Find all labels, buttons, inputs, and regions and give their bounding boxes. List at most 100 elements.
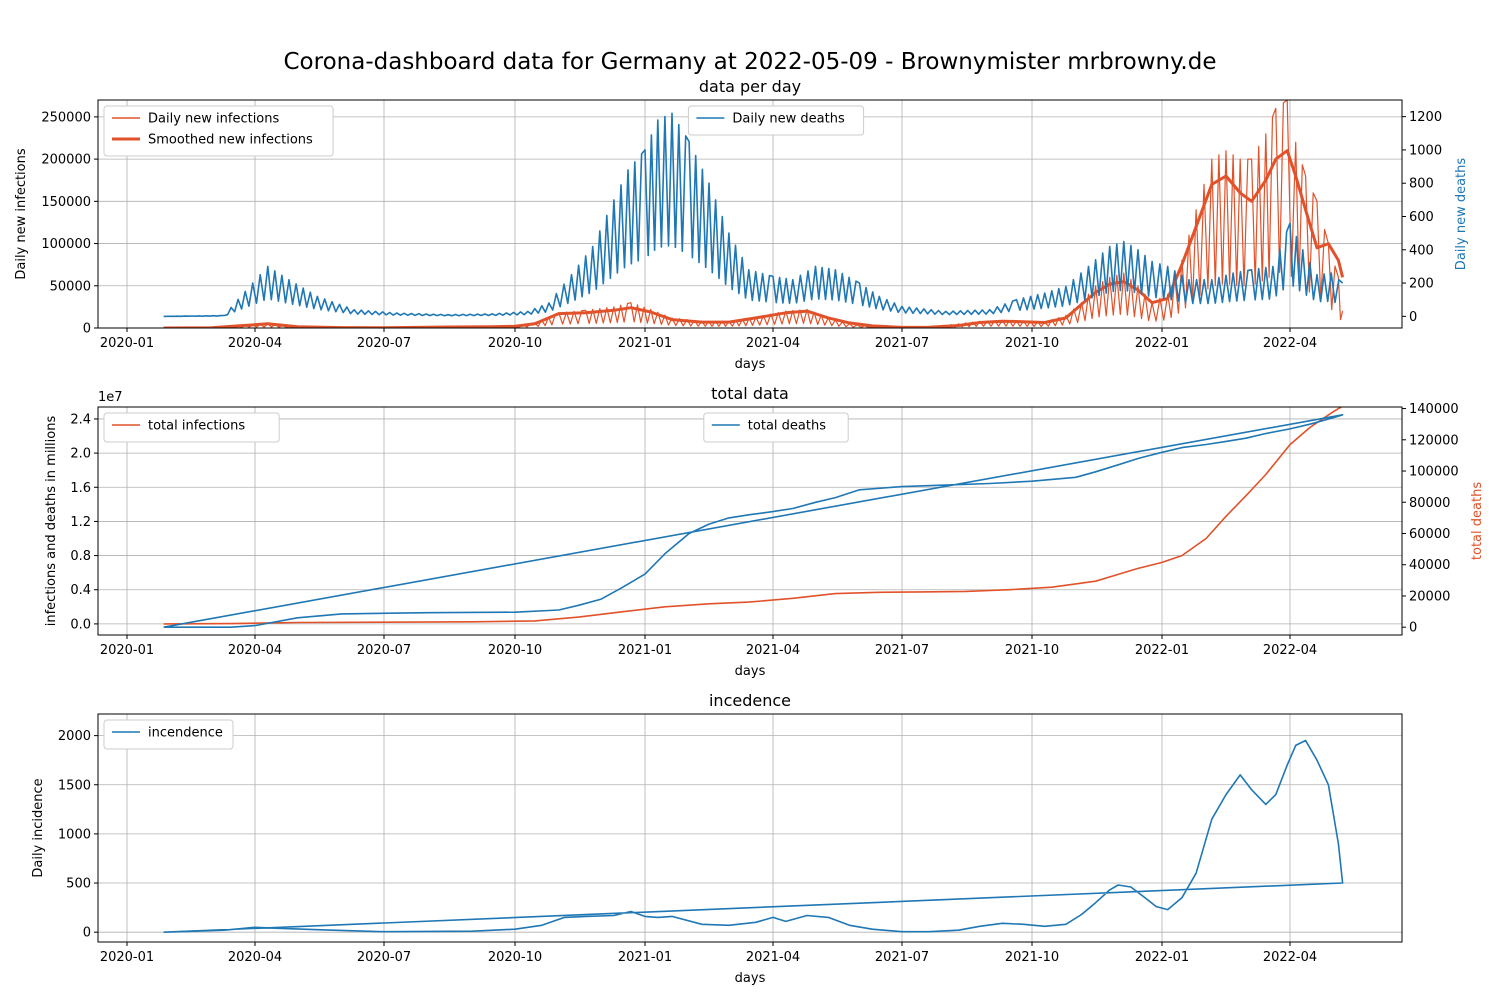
x-tick-label: 2020-07 [357,950,411,965]
chart-panel-2: 2020-01 2020-04 2020-07 2020-10 2021-01 2021-… [44,384,1485,679]
series-group [163,739,1344,933]
x-tick-label: 2020-04 [228,950,282,965]
panel-title: data per day [699,77,801,96]
x-axis-label: days [735,357,766,372]
legend-upper-center: total deaths [703,412,849,443]
y-tick-label: 0.4 [70,583,91,598]
legend-entry: Smoothed new infections [148,133,313,148]
figure-suptitle: Corona-dashboard data for Germany at 202… [284,49,1217,75]
y-tick-label: 0.8 [70,549,91,564]
x-tick-label: 2021-07 [875,643,929,658]
series-line-total-infections [163,407,1343,625]
x-tick-label: 2021-01 [618,950,672,965]
legend-entry: total infections [148,419,245,434]
y-tick-label: 1.2 [70,515,91,530]
y-right-tick-label: 1200 [1409,110,1442,125]
y-tick-label: 1500 [58,778,91,793]
x-tick-label: 2022-01 [1135,643,1189,658]
y-right-tick-label: 0 [1409,621,1417,636]
y-right-tick-label: 40000 [1409,558,1450,573]
x-tick-label: 2021-01 [618,336,672,351]
x-tick-label: 2020-10 [488,950,542,965]
x-tick-label: 2022-04 [1263,950,1317,965]
y-right-tick-label: 20000 [1409,589,1450,604]
x-tick-label: 2021-10 [1005,336,1059,351]
y-tick-label: 100000 [41,237,91,252]
y-axis-label: Daily incidence [31,778,46,877]
legend-upper-center: Daily new deaths [687,105,865,136]
legend-entry: Daily new infections [148,112,280,127]
x-tick-label: 2022-04 [1263,336,1317,351]
series-line-daily-new-deaths [163,112,1344,318]
x-tick-label: 2020-04 [228,336,282,351]
plot-frame [97,713,1403,943]
x-tick-label: 2020-01 [100,336,154,351]
x-tick-label: 2021-01 [618,643,672,658]
y-right-tick-label: 0 [1409,310,1417,325]
x-axis-label: days [735,971,766,986]
y-tick-label: 1.6 [70,481,91,496]
panel-title: incedence [709,691,791,710]
legend-box [103,412,280,443]
x-tick-label: 2020-01 [100,643,154,658]
x-tick-label: 2021-04 [746,950,800,965]
y-tick-label: 150000 [41,195,91,210]
x-tick-label: 2020-07 [357,336,411,351]
y-right-tick-label: 200 [1409,277,1434,292]
x-tick-label: 2022-01 [1135,950,1189,965]
x-tick-label: 2020-04 [228,643,282,658]
series-group [163,407,1344,629]
y-tick-label: 2.4 [70,412,91,427]
y-right-tick-label: 120000 [1409,433,1459,448]
y-right-tick-label: 140000 [1409,402,1459,417]
chart-panel-3: 2020-01 2020-04 2020-07 2020-10 2021-01 2021-… [31,691,1403,986]
y-tick-label: 0.0 [70,617,91,632]
legend-entry: Daily new deaths [732,112,845,127]
y-tick-label: 2.0 [70,447,91,462]
y-right-axis-label: Daily new deaths [1454,158,1469,271]
legend-upper-left: total infections [103,412,280,443]
y-tick-label: 1000 [58,827,91,842]
y-tick-label: 250000 [41,110,91,125]
y-axis-label: infections and deaths in millions [44,416,59,627]
y-right-tick-label: 80000 [1409,496,1450,511]
x-tick-label: 2020-10 [488,336,542,351]
x-tick-label: 2022-04 [1263,643,1317,658]
y-right-tick-label: 100000 [1409,465,1459,480]
y-offset-text: 1e7 [98,390,123,405]
x-tick-label: 2021-04 [746,643,800,658]
legend-entry: total deaths [748,419,826,434]
legend-box [103,719,234,750]
x-tick-label: 2021-07 [875,950,929,965]
y-right-tick-label: 1000 [1409,143,1442,158]
panel-title: total data [711,384,789,403]
x-tick-label: 2020-07 [357,643,411,658]
legend-entry: incendence [148,726,223,741]
series-line-total-deaths [163,413,1344,629]
y-tick-label: 500 [66,877,91,892]
plot-frame [97,406,1403,636]
y-right-tick-label: 60000 [1409,527,1450,542]
series-line-incendence [163,739,1344,933]
x-axis-label: days [735,664,766,679]
series-line-smoothed-new-infections [163,149,1345,328]
x-tick-label: 2021-07 [875,336,929,351]
y-right-axis-label: total deaths [1470,482,1485,560]
legend-box [703,412,849,443]
legend-upper-left: incendence [103,719,234,750]
y-tick-label: 50000 [50,279,91,294]
legend-box [103,105,334,157]
x-tick-label: 2020-01 [100,950,154,965]
y-right-tick-label: 400 [1409,243,1434,258]
y-tick-label: 0 [83,322,91,337]
legend-upper-left: Daily new infections Smoothed new infecti… [103,105,334,157]
y-tick-label: 2000 [58,729,91,744]
chart-panels: 2020-01 2020-04 2020-07 2020-10 2021-01 2021-… [14,77,1485,986]
y-right-tick-label: 600 [1409,210,1434,225]
y-right-tick-label: 800 [1409,177,1434,192]
x-tick-label: 2021-10 [1005,643,1059,658]
y-tick-label: 200000 [41,153,91,168]
y-axis-label: Daily new infections [14,148,29,280]
